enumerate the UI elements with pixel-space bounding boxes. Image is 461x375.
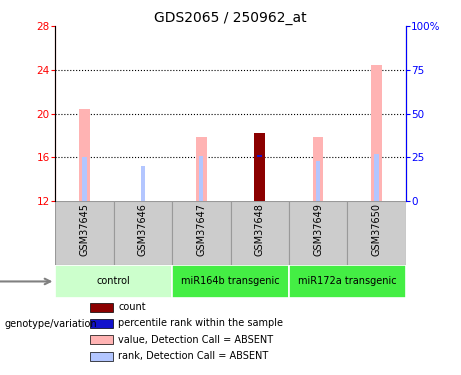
Text: GSM37647: GSM37647 — [196, 203, 207, 256]
Bar — [257, 155, 262, 158]
Text: GSM37645: GSM37645 — [79, 203, 89, 256]
Bar — [90, 303, 113, 312]
Bar — [316, 161, 320, 201]
Bar — [172, 266, 289, 297]
Bar — [83, 158, 87, 201]
Bar — [55, 266, 172, 297]
Text: GSM37650: GSM37650 — [372, 203, 382, 256]
Bar — [90, 352, 113, 360]
Text: miR172a transgenic: miR172a transgenic — [298, 276, 396, 286]
Text: GSM37649: GSM37649 — [313, 203, 323, 256]
Bar — [90, 319, 113, 328]
Bar — [289, 201, 347, 266]
Bar — [90, 335, 113, 344]
Bar — [55, 201, 114, 266]
Bar — [141, 166, 145, 201]
Bar — [172, 201, 230, 266]
Text: miR164b transgenic: miR164b transgenic — [181, 276, 280, 286]
Text: GSM37648: GSM37648 — [254, 203, 265, 256]
Bar — [114, 201, 172, 266]
Text: GSM37646: GSM37646 — [138, 203, 148, 256]
Bar — [254, 134, 265, 201]
Bar — [313, 137, 323, 201]
Title: GDS2065 / 250962_at: GDS2065 / 250962_at — [154, 11, 307, 25]
Text: count: count — [118, 302, 146, 312]
Text: percentile rank within the sample: percentile rank within the sample — [118, 318, 284, 328]
Text: rank, Detection Call = ABSENT: rank, Detection Call = ABSENT — [118, 351, 269, 361]
Bar — [374, 154, 378, 201]
Text: genotype/variation: genotype/variation — [5, 320, 97, 329]
Bar — [79, 110, 90, 201]
Text: value, Detection Call = ABSENT: value, Detection Call = ABSENT — [118, 334, 273, 345]
Bar — [230, 201, 289, 266]
Bar — [254, 134, 265, 201]
Bar — [289, 266, 406, 297]
Text: control: control — [97, 276, 130, 286]
Bar — [196, 137, 207, 201]
Bar — [347, 201, 406, 266]
Bar — [371, 64, 382, 201]
Bar — [199, 156, 203, 201]
